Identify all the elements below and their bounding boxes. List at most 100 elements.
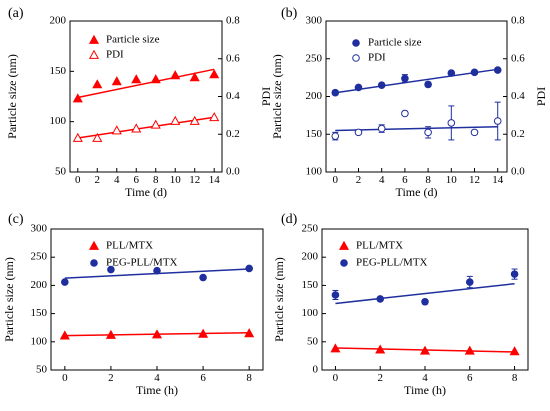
- y2-tick-label: 0.2: [226, 128, 240, 140]
- series-2: [61, 264, 253, 286]
- y-axis-label: Particle size (nm): [272, 257, 286, 342]
- legend-marker: [88, 34, 100, 44]
- legend-label: PLL/MTX: [106, 240, 153, 252]
- legend: PLL/MTX PEG-PLL/MTX: [338, 240, 428, 269]
- data-point: [153, 266, 161, 275]
- data-point: [331, 291, 340, 299]
- y-tick-label: 300: [306, 15, 323, 27]
- data-point: [424, 128, 432, 137]
- fit-line: [77, 116, 215, 139]
- y-tick-label: 200: [302, 251, 319, 263]
- y-tick-label: 0: [313, 364, 319, 376]
- x-tick-label: 6: [200, 372, 206, 384]
- x-tick-label: 0: [333, 174, 339, 186]
- x-tick-label: 8: [153, 174, 159, 186]
- fit-line: [335, 282, 515, 305]
- legend: PLL/MTX PEG-PLL/MTX: [88, 240, 178, 269]
- data-point: [424, 80, 432, 89]
- data-point: [375, 344, 386, 354]
- y-tick-label: 200: [306, 90, 323, 102]
- data-point: [131, 74, 142, 84]
- data-point: [72, 93, 83, 103]
- x-tick-label: 10: [446, 174, 458, 186]
- legend-marker: [88, 49, 100, 59]
- series-2: [331, 268, 519, 306]
- x-tick-label: 6: [402, 174, 408, 186]
- data-point: [354, 83, 363, 92]
- y-axis-label: Particle size (nm): [2, 257, 16, 342]
- data-point: [150, 74, 161, 84]
- data-point: [189, 115, 200, 125]
- y2-tick-label: 0.6: [511, 52, 525, 64]
- legend: Particle size PDI: [352, 37, 422, 64]
- data-point: [447, 119, 456, 127]
- data-point: [107, 265, 115, 274]
- y2-tick-label: 0.4: [511, 90, 525, 102]
- x-tick-label: 4: [422, 372, 428, 384]
- series-1: [331, 66, 502, 97]
- data-point: [111, 125, 122, 135]
- legend-marker: [88, 240, 100, 250]
- panel-label: (d): [281, 212, 298, 227]
- y2-tick-label: 0.2: [511, 128, 525, 140]
- legend-label: PDI: [106, 49, 124, 61]
- data-point: [170, 70, 181, 80]
- panel-label: (b): [281, 6, 298, 21]
- x-tick-label: 2: [108, 372, 114, 384]
- x-tick-label: 4: [379, 174, 385, 186]
- data-point: [354, 128, 363, 137]
- y-tick-label: 150: [31, 307, 48, 319]
- data-point: [209, 69, 220, 79]
- x-tick-label: 8: [512, 372, 518, 384]
- y-tick-label: 200: [31, 279, 48, 291]
- legend-marker: [340, 259, 348, 267]
- fit-line: [77, 68, 215, 99]
- x-tick-label: 0: [333, 372, 339, 384]
- data-point: [111, 76, 122, 86]
- x-tick-label: 2: [377, 372, 383, 384]
- data-point: [464, 345, 475, 355]
- data-point: [470, 128, 479, 137]
- data-point: [151, 329, 163, 339]
- series-2: [331, 101, 502, 141]
- x-tick-label: 6: [134, 174, 140, 186]
- data-point: [245, 264, 253, 273]
- x-tick-label: 8: [425, 174, 431, 186]
- data-point: [331, 88, 340, 97]
- data-point: [150, 119, 161, 129]
- x-tick-label: 2: [356, 174, 362, 186]
- y2-tick-label: 0.8: [511, 15, 525, 27]
- data-point: [92, 79, 103, 89]
- legend: Particle size PDI: [88, 34, 160, 61]
- data-point: [244, 328, 255, 338]
- y-tick-label: 150: [306, 128, 323, 140]
- data-point: [510, 270, 519, 278]
- y-tick-label: 200: [50, 15, 67, 27]
- y-tick-label: 100: [302, 307, 319, 319]
- data-point: [493, 66, 502, 74]
- chart-panel-2: (b) 0 2 4 6 8 10 12 14 100 150 200 250 300 0.0 0.2 0.4 0.…: [270, 6, 548, 199]
- y-tick-label: 250: [31, 251, 48, 263]
- fit-line: [335, 125, 498, 132]
- legend-marker: [352, 54, 360, 62]
- data-point: [509, 346, 520, 356]
- legend-marker: [352, 39, 360, 47]
- y-tick-label: 150: [302, 279, 319, 291]
- data-point: [377, 81, 386, 89]
- series-1: [59, 328, 255, 340]
- data-point: [421, 297, 429, 306]
- y-tick-label: 100: [306, 166, 323, 178]
- x-tick-label: 14: [209, 174, 221, 186]
- data-point: [330, 343, 341, 353]
- x-tick-label: 4: [114, 174, 120, 186]
- legend-marker: [90, 259, 98, 267]
- data-point: [131, 123, 142, 133]
- data-point: [189, 72, 200, 82]
- data-point: [92, 132, 103, 142]
- data-point: [331, 132, 340, 140]
- x-tick-label: 0: [62, 372, 68, 384]
- y-tick-label: 250: [306, 52, 323, 64]
- chart-panel-1: (a) 0 2 4 6 8 10 12 14 50 100 150 200 0.0 0.2 0.4 0.6 0.8…: [5, 6, 273, 199]
- data-point: [401, 109, 409, 118]
